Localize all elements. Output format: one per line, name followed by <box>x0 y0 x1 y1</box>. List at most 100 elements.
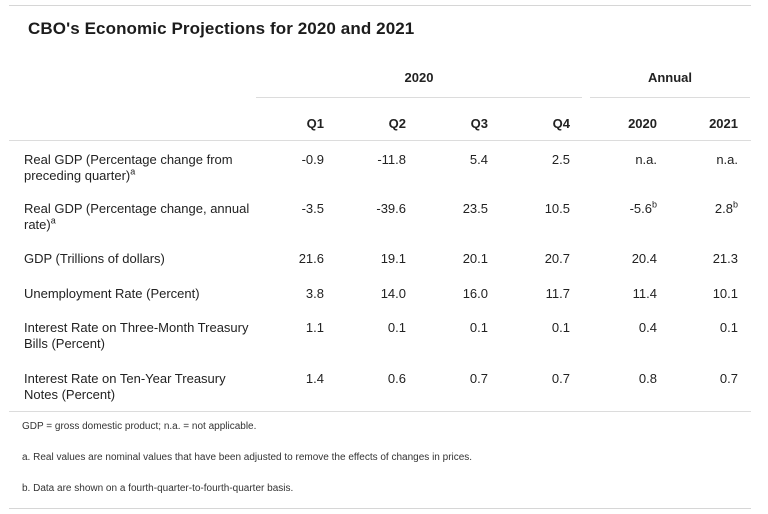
cell-value: 16.0 <box>462 286 488 301</box>
group-underline-annual <box>590 97 750 98</box>
column-header-annual-2020: 2020 <box>628 116 657 131</box>
cell-value: 0.1 <box>719 320 738 335</box>
column-header-annual-2021: 2021 <box>709 116 738 131</box>
cell-value: n.a. <box>635 152 657 167</box>
table-cell: 20.4 <box>597 251 657 267</box>
row-label-text: Real GDP (Percentage change, annual rate… <box>24 201 250 232</box>
table-cell: 20.7 <box>510 251 570 267</box>
cell-value: 21.6 <box>298 251 324 266</box>
cell-value: -39.6 <box>376 201 406 216</box>
cell-value: 20.1 <box>462 251 488 266</box>
cell-value: 10.5 <box>544 201 570 216</box>
table-cell: 21.3 <box>678 251 738 267</box>
table-title: CBO's Economic Projections for 2020 and … <box>28 19 415 38</box>
table-cell: -11.8 <box>346 152 406 168</box>
cell-value: -0.9 <box>301 152 324 167</box>
table-cell: -5.6b <box>597 199 657 217</box>
footnote-marker: b <box>732 199 738 210</box>
footnote-marker: b <box>651 199 657 210</box>
cell-value: 19.1 <box>380 251 406 266</box>
column-header-q3: Q3 <box>470 116 488 131</box>
table-cell: 0.1 <box>510 320 570 336</box>
table-cell: 0.1 <box>428 320 488 336</box>
row-label-text: GDP (Trillions of dollars) <box>24 251 165 266</box>
table-cell: 1.4 <box>264 371 324 387</box>
cell-value: 23.5 <box>462 201 488 216</box>
footnote-marker: a <box>130 166 136 177</box>
cell-value: 21.3 <box>712 251 738 266</box>
cell-value: 11.7 <box>545 286 570 301</box>
cell-value: 2.5 <box>551 152 570 167</box>
table-cell: 1.1 <box>264 320 324 336</box>
cell-value: 1.1 <box>305 320 324 335</box>
cell-value: 20.4 <box>631 251 657 266</box>
column-header-q1: Q1 <box>306 116 324 131</box>
cell-value: 0.6 <box>387 371 406 386</box>
cell-value: 11.4 <box>632 286 657 301</box>
cell-value: 1.4 <box>305 371 324 386</box>
table-cell: 20.1 <box>428 251 488 267</box>
cell-value: 2.8 <box>714 201 733 216</box>
group-header-2020: 2020 <box>404 70 434 85</box>
table-cell: 19.1 <box>346 251 406 267</box>
cell-value: -11.8 <box>377 152 406 167</box>
cell-value: 0.1 <box>387 320 406 335</box>
table-cell: 0.1 <box>346 320 406 336</box>
cell-value: 0.1 <box>469 320 488 335</box>
table-cell: 10.1 <box>678 286 738 302</box>
header-rule <box>9 140 751 141</box>
cell-value: -3.5 <box>301 201 324 216</box>
table-cell: 23.5 <box>428 201 488 217</box>
row-label: Real GDP (Percentage change, annual rate… <box>24 201 254 233</box>
table-cell: 21.6 <box>264 251 324 267</box>
footer-rule <box>9 411 751 412</box>
table-cell: 0.7 <box>510 371 570 387</box>
cell-value: n.a. <box>716 152 738 167</box>
row-label: GDP (Trillions of dollars) <box>24 251 254 267</box>
cell-value: 0.8 <box>638 371 657 386</box>
table-cell: 0.7 <box>678 371 738 387</box>
column-header-q4: Q4 <box>552 116 570 131</box>
row-label-text: Real GDP (Percentage change from precedi… <box>24 152 233 183</box>
cell-value: 0.7 <box>719 371 738 386</box>
table-cell: n.a. <box>597 152 657 168</box>
row-label-text: Interest Rate on Three-Month Treasury Bi… <box>24 320 249 351</box>
group-underline-2020 <box>256 97 582 98</box>
table-cell: -39.6 <box>346 201 406 217</box>
table-cell: 5.4 <box>428 152 488 168</box>
cell-value: -5.6 <box>629 201 652 216</box>
table-cell: 11.7 <box>510 286 570 302</box>
table-cell: 3.8 <box>264 286 324 302</box>
footnote-b: b. Data are shown on a fourth-quarter-to… <box>22 483 294 494</box>
cell-value: 10.1 <box>712 286 738 301</box>
cell-value: 3.8 <box>305 286 324 301</box>
group-header-annual: Annual <box>647 70 693 85</box>
cell-value: 0.1 <box>551 320 570 335</box>
footnote-a: a. Real values are nominal values that h… <box>22 452 473 463</box>
footnote-abbreviations: GDP = gross domestic product; n.a. = not… <box>22 421 257 432</box>
row-label: Unemployment Rate (Percent) <box>24 286 254 302</box>
table-cell: 0.1 <box>678 320 738 336</box>
row-label: Interest Rate on Three-Month Treasury Bi… <box>24 320 254 352</box>
table-frame <box>9 5 751 509</box>
cell-value: 14.0 <box>380 286 406 301</box>
table-cell: 10.5 <box>510 201 570 217</box>
table-cell: 0.7 <box>428 371 488 387</box>
table-cell: 2.8b <box>678 199 738 217</box>
row-label: Real GDP (Percentage change from precedi… <box>24 152 254 184</box>
table-cell: -3.5 <box>264 201 324 217</box>
table-cell: 16.0 <box>428 286 488 302</box>
table-cell: 0.4 <box>597 320 657 336</box>
row-label-text: Interest Rate on Ten-Year Treasury Notes… <box>24 371 226 402</box>
cell-value: 0.7 <box>551 371 570 386</box>
table-cell: 0.8 <box>597 371 657 387</box>
cell-value: 0.4 <box>638 320 657 335</box>
table-cell: -0.9 <box>264 152 324 168</box>
cell-value: 20.7 <box>544 251 570 266</box>
table-cell: 0.6 <box>346 371 406 387</box>
cell-value: 5.4 <box>469 152 488 167</box>
row-label: Interest Rate on Ten-Year Treasury Notes… <box>24 371 254 403</box>
table-cell: 2.5 <box>510 152 570 168</box>
row-label-text: Unemployment Rate (Percent) <box>24 286 200 301</box>
table-cell: 11.4 <box>597 286 657 302</box>
